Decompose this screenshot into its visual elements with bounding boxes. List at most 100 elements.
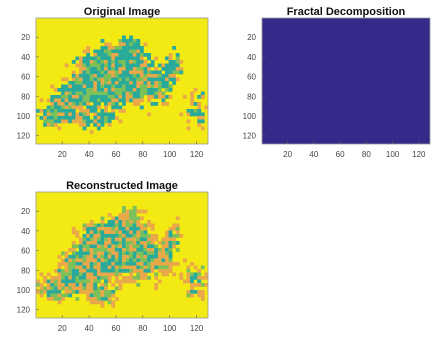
reconstructed-image-pixel-block <box>100 293 105 298</box>
original-image-pixel-block <box>43 116 48 120</box>
original-image-pixel-block <box>96 95 101 99</box>
reconstructed-image-pixel-block <box>143 258 148 263</box>
reconstructed-image-pixel-block <box>154 258 159 263</box>
reconstructed-image-pixel-block <box>53 286 58 291</box>
fractal-decomposition-title: Fractal Decomposition <box>287 6 406 18</box>
reconstructed-image-pixel-block <box>86 276 91 280</box>
reconstructed-image-pixel-block <box>154 272 159 277</box>
original-image-y-tick-label: 20 <box>21 33 30 42</box>
reconstructed-image-pixel-block <box>114 237 119 242</box>
reconstructed-image-pixel-block <box>93 230 98 235</box>
original-image-pixel-block <box>89 56 94 61</box>
original-image-pixel-block <box>147 88 151 92</box>
reconstructed-image-pixel-block <box>104 272 108 277</box>
reconstructed-image-pixel-block <box>82 227 87 231</box>
reconstructed-image-pixel-block <box>122 244 126 249</box>
reconstructed-image-pixel-block <box>111 244 116 249</box>
reconstructed-image-pixel-block <box>104 244 108 249</box>
original-image-pixel-block <box>147 53 151 57</box>
original-image-pixel-block <box>104 56 108 61</box>
reconstructed-image-pixel-block <box>100 251 105 256</box>
original-image-pixel-block <box>150 88 155 92</box>
original-image-pixel-block <box>114 46 119 50</box>
original-image-pixel-block <box>129 81 134 85</box>
reconstructed-image-pixel-block <box>154 251 159 256</box>
reconstructed-image-pixel-block <box>168 227 173 231</box>
original-image-pixel-block <box>136 60 141 64</box>
original-image-pixel-block <box>118 109 123 113</box>
original-image-pixel-block <box>114 53 119 57</box>
original-image-pixel-block <box>104 98 108 103</box>
reconstructed-image-pixel-block <box>168 255 173 259</box>
reconstructed-image-pixel-block <box>75 290 80 294</box>
reconstructed-image-pixel-block <box>43 290 48 294</box>
original-image-y-tick-label: 80 <box>21 92 30 101</box>
reconstructed-image-pixel-block <box>104 265 108 270</box>
original-image-pixel-block <box>71 81 76 85</box>
reconstructed-image-pixel-block <box>157 241 162 245</box>
reconstructed-image-pixel-block <box>118 286 123 291</box>
reconstructed-image-pixel-block <box>200 265 205 270</box>
reconstructed-image-pixel-block <box>75 276 80 280</box>
reconstructed-image-pixel-block <box>193 290 198 294</box>
original-image-pixel-block <box>143 42 148 47</box>
reconstructed-image-pixel-block <box>172 262 177 266</box>
reconstructed-image-x-tick-label: 40 <box>85 324 94 333</box>
reconstructed-image-pixel-block <box>132 230 137 235</box>
original-image-pixel-block <box>165 63 169 68</box>
reconstructed-image-pixel-block <box>96 251 101 256</box>
reconstructed-image-pixel-block <box>89 269 94 273</box>
reconstructed-image-pixel-block <box>96 227 101 231</box>
original-image-pixel-block <box>61 102 65 106</box>
original-image-pixel-block <box>79 84 83 89</box>
reconstructed-image-pixel-block <box>46 272 51 277</box>
reconstructed-image-pixel-block <box>61 258 65 263</box>
original-image-pixel-block <box>75 98 80 103</box>
original-image-pixel-block <box>129 67 134 71</box>
original-image-pixel-block <box>43 112 48 117</box>
original-image-pixel-block <box>50 119 55 124</box>
reconstructed-image-pixel-block <box>161 248 166 252</box>
original-image-pixel-block <box>107 123 112 127</box>
reconstructed-image-pixel-block <box>125 279 130 284</box>
reconstructed-image-pixel-block <box>118 244 123 249</box>
reconstructed-image-pixel-block <box>64 286 69 291</box>
reconstructed-image-pixel-block <box>107 269 112 273</box>
original-image-pixel-block <box>147 112 151 117</box>
reconstructed-image-pixel-block <box>100 272 105 277</box>
original-image-pixel-block <box>179 67 184 71</box>
reconstructed-image-pixel-block <box>122 258 126 263</box>
original-image-pixel-block <box>118 105 123 110</box>
original-image-pixel-block <box>136 56 141 61</box>
reconstructed-image-pixel-block <box>71 262 76 266</box>
reconstructed-image-pixel-block <box>82 279 87 284</box>
original-image-pixel-block <box>79 116 83 120</box>
original-image-pixel-block <box>122 81 126 85</box>
original-image-pixel-block <box>43 123 48 127</box>
original-image-pixel-block <box>161 77 166 82</box>
original-image-pixel-block <box>165 77 169 82</box>
reconstructed-image-pixel-block <box>61 293 65 298</box>
reconstructed-image-pixel-block <box>93 251 98 256</box>
reconstructed-image-pixel-block <box>61 272 65 277</box>
original-image-pixel-block <box>132 49 137 54</box>
reconstructed-image-pixel-block <box>136 283 141 287</box>
original-image-pixel-block <box>82 60 87 64</box>
original-image-pixel-block <box>111 105 116 110</box>
original-image-pixel-block <box>61 88 65 92</box>
reconstructed-image-pixel-block <box>136 265 141 270</box>
original-image-pixel-block <box>132 98 137 103</box>
reconstructed-image-pixel-block <box>68 258 73 263</box>
original-image-pixel-block <box>100 112 105 117</box>
original-image-pixel-block <box>136 39 141 43</box>
original-image-pixel-block <box>93 63 98 68</box>
original-image-pixel-block <box>132 74 137 78</box>
reconstructed-image-pixel-block <box>107 241 112 245</box>
reconstructed-image-pixel-block <box>96 223 101 228</box>
reconstructed-image-y-tick-label: 20 <box>21 207 30 216</box>
reconstructed-image-pixel-block <box>129 213 134 217</box>
original-image-pixel-block <box>129 35 134 40</box>
original-image-pixel-block <box>172 63 177 68</box>
reconstructed-image-pixel-block <box>147 251 151 256</box>
reconstructed-image-pixel-block <box>118 223 123 228</box>
